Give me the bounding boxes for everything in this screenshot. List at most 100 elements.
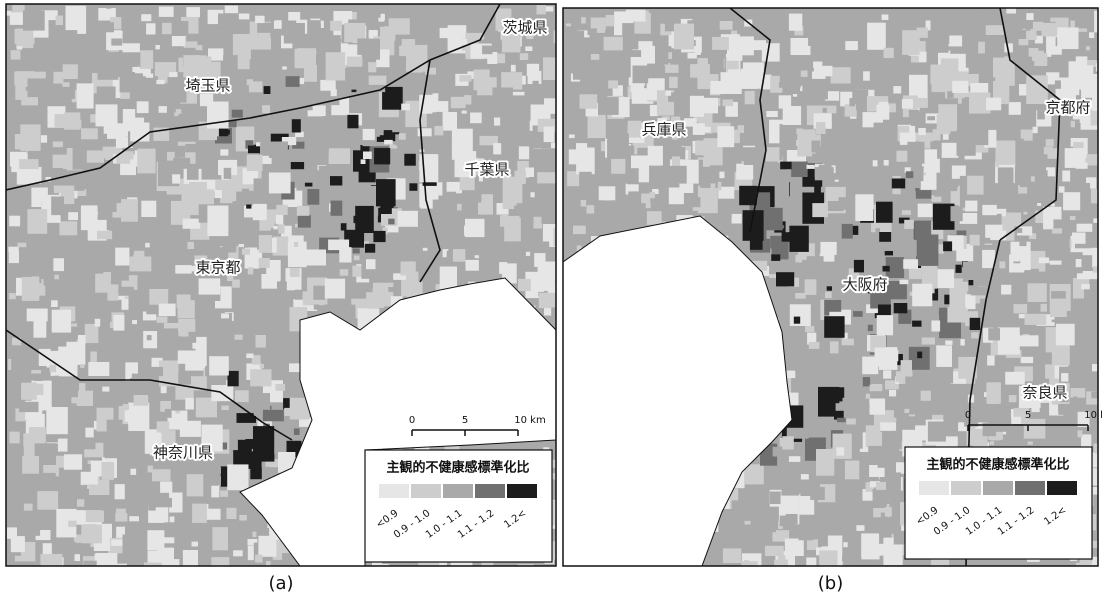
map-cell <box>812 154 818 157</box>
map-cell <box>326 52 346 80</box>
map-cell <box>608 80 618 88</box>
map-cell <box>1009 15 1017 24</box>
map-cell <box>196 45 203 50</box>
map-cell <box>540 271 552 286</box>
map-cell <box>787 371 796 379</box>
map-cell <box>855 333 860 339</box>
map-cell <box>835 180 839 182</box>
map-cell <box>1071 121 1075 127</box>
map-cell <box>473 193 481 202</box>
map-cell <box>1051 291 1066 299</box>
map-cell <box>917 352 922 359</box>
map-cell <box>789 14 802 31</box>
map-cell <box>211 557 229 572</box>
map-cell <box>11 357 31 383</box>
map-cell <box>204 541 209 545</box>
map-cell <box>174 113 178 117</box>
map-cell <box>971 332 978 338</box>
map-cell <box>246 205 251 209</box>
map-cell <box>856 525 864 531</box>
map-cell <box>103 272 111 280</box>
map-cell <box>380 27 392 44</box>
map-cell <box>107 284 118 300</box>
map-cell <box>939 311 944 315</box>
map-cell <box>363 152 372 160</box>
map-cell <box>294 242 298 247</box>
map-cell <box>825 292 832 298</box>
map-cell <box>1075 10 1096 29</box>
map-cell <box>95 553 116 566</box>
map-cell <box>985 278 999 289</box>
map-cell <box>28 78 48 97</box>
caption: (b) <box>818 573 843 594</box>
map-cell <box>293 410 303 417</box>
map-cell <box>936 345 952 367</box>
map-cell <box>46 407 68 434</box>
map-cell <box>140 50 153 66</box>
map-cell <box>795 238 808 246</box>
map-cell <box>967 176 984 195</box>
map-cell <box>185 144 199 152</box>
map-cell <box>1057 27 1078 49</box>
map-cell <box>9 216 20 227</box>
map-cell <box>146 74 153 78</box>
map-cell <box>909 110 920 120</box>
map-cell <box>812 72 826 79</box>
map-cell <box>257 33 270 40</box>
map-cell <box>250 369 271 386</box>
map-cell <box>137 101 149 113</box>
map-cell <box>915 188 920 191</box>
map-cell <box>782 232 794 242</box>
map-cell <box>800 397 806 403</box>
map-cell <box>843 542 847 547</box>
map-cell <box>934 192 941 197</box>
place-label: 大阪府 <box>842 276 887 294</box>
map-cell <box>141 14 151 21</box>
map-cell <box>721 72 742 94</box>
map-cell <box>917 235 939 266</box>
map-cell <box>401 261 416 275</box>
map-cell <box>599 186 616 200</box>
map-cell <box>511 65 516 72</box>
map-cell <box>591 54 599 60</box>
map-cell <box>531 161 536 167</box>
map-cell <box>537 172 556 183</box>
map-cell <box>233 550 243 556</box>
map-cell <box>101 22 114 32</box>
map-cell <box>157 328 178 352</box>
map-cell <box>181 331 189 337</box>
map-cell <box>429 101 449 112</box>
map-cell <box>879 102 889 109</box>
map-cell <box>114 564 127 572</box>
map-cell <box>260 364 264 368</box>
map-cell <box>21 382 37 399</box>
map-cell <box>265 13 275 21</box>
map-cell <box>665 65 678 73</box>
map-cell <box>807 256 824 281</box>
map-cell <box>587 205 595 213</box>
map-cell <box>59 221 77 235</box>
map-cell <box>220 491 228 497</box>
map-cell <box>19 159 38 169</box>
map-cell <box>904 220 914 229</box>
map-cell <box>785 539 804 557</box>
map-cell <box>352 266 362 277</box>
map-cell <box>563 89 573 99</box>
map-cell <box>474 70 490 91</box>
map-cell <box>874 381 879 384</box>
map-cell <box>1091 109 1102 125</box>
map-cell <box>98 52 119 79</box>
map-cell <box>157 317 168 323</box>
map-cell <box>1086 46 1090 50</box>
map-cell <box>68 212 78 220</box>
map-cell <box>899 377 905 384</box>
map-cell <box>872 384 883 391</box>
map-cell <box>64 112 80 129</box>
map-cell <box>375 134 380 137</box>
map-cell <box>111 39 122 46</box>
map-cell <box>846 419 855 425</box>
map-cell <box>179 203 188 210</box>
map-cell <box>247 155 263 171</box>
map-cell <box>1001 285 1011 295</box>
map-cell <box>156 45 160 49</box>
